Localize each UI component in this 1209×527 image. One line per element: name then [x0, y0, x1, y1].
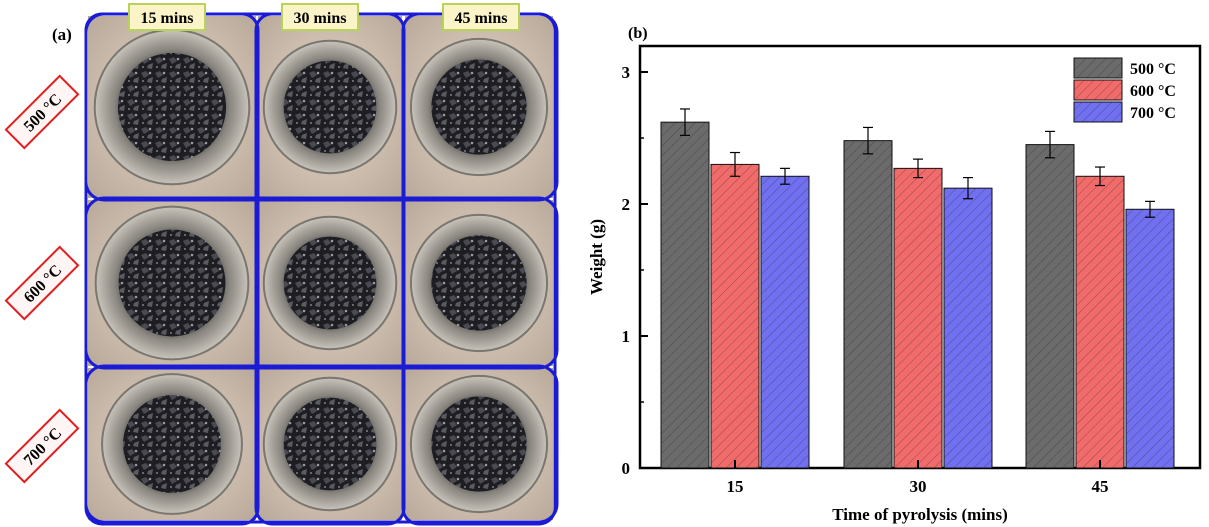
error-bar	[863, 126, 873, 155]
bar	[710, 163, 760, 469]
y-tick-label: 0	[622, 459, 631, 478]
bar	[843, 140, 893, 469]
bar	[893, 167, 943, 469]
legend-entry: 600 °C	[1073, 79, 1176, 101]
error-bar	[1095, 166, 1105, 187]
legend-entry: 500 °C	[1073, 57, 1176, 79]
legend-label: 600 °C	[1130, 83, 1176, 100]
row-header-tag: 700 °C	[4, 408, 80, 484]
sample-photo	[258, 16, 402, 198]
sample-photo	[405, 200, 553, 366]
bar-chart-panel: (b) 0 1 2 3 15 30 45 Weight (g) Time of pyrol…	[587, 25, 1202, 524]
sample-photo	[258, 200, 402, 366]
error-bar	[1145, 200, 1155, 218]
error-bar	[963, 177, 973, 200]
row-header-tag: 600 °C	[4, 245, 80, 321]
sample-photo	[88, 16, 256, 198]
y-tick-label: 3	[622, 63, 631, 82]
bar	[943, 187, 993, 469]
bar	[660, 121, 710, 469]
error-bar	[730, 151, 740, 177]
x-tick-label: 15	[727, 477, 744, 496]
legend-label: 700 °C	[1130, 105, 1176, 122]
error-bar	[1045, 130, 1055, 159]
column-header-label: 15 mins	[141, 10, 194, 27]
x-tick-label: 45	[1092, 477, 1109, 496]
column-header-tag: 30 mins	[281, 3, 359, 31]
error-bar	[913, 158, 923, 179]
legend: 500 °C 600 °C 700 °C	[1073, 57, 1176, 123]
y-axis-label: Weight (g)	[587, 219, 606, 295]
bar	[1125, 208, 1175, 469]
row-frame	[84, 364, 559, 524]
row-frame	[84, 196, 559, 370]
photo-grid-panel: (a) 15 mins 30 mins 45 mins 500 °C 600 °C 70…	[4, 3, 559, 526]
y-tick-label: 1	[622, 327, 631, 346]
bar	[1025, 144, 1075, 469]
sample-photo	[88, 368, 256, 520]
column-header-label: 45 mins	[455, 10, 508, 27]
x-axis-label: Time of pyrolysis (mins)	[832, 505, 1008, 524]
sample-photo	[258, 368, 402, 520]
row-header-tag: 500 °C	[4, 74, 80, 150]
bar	[1075, 175, 1125, 469]
sample-photo	[88, 200, 256, 366]
panel-a-label: (a)	[52, 25, 72, 44]
column-header-label: 30 mins	[294, 10, 347, 27]
error-bar	[780, 167, 790, 185]
legend-label: 500 °C	[1130, 61, 1176, 78]
error-bar	[680, 108, 690, 136]
y-tick-label: 2	[622, 195, 631, 214]
x-tick-label: 30	[910, 477, 927, 496]
column-header-tag: 45 mins	[442, 3, 520, 31]
sample-photo	[405, 368, 553, 520]
column-header-tag: 15 mins	[128, 3, 206, 31]
sample-photo	[405, 16, 553, 198]
bar	[760, 175, 810, 469]
panel-b-label: (b)	[628, 25, 648, 42]
legend-entry: 700 °C	[1073, 101, 1176, 123]
